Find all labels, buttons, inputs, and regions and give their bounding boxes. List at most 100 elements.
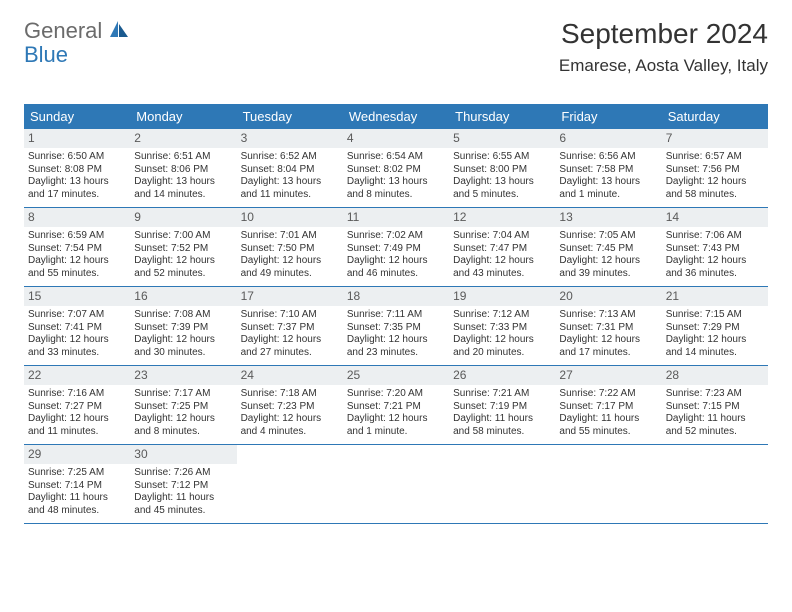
week-row: 1Sunrise: 6:50 AMSunset: 8:08 PMDaylight…	[24, 129, 768, 208]
sunrise-text: Sunrise: 7:16 AM	[28, 388, 126, 401]
daylight-text: Daylight: 12 hours	[347, 413, 445, 426]
daylight-text: and 14 minutes.	[134, 189, 232, 202]
day-number: 22	[24, 366, 130, 385]
daylight-text: and 49 minutes.	[241, 268, 339, 281]
day-body: Sunrise: 7:20 AMSunset: 7:21 PMDaylight:…	[343, 385, 449, 444]
day-body: Sunrise: 7:08 AMSunset: 7:39 PMDaylight:…	[130, 306, 236, 365]
day-body: Sunrise: 7:07 AMSunset: 7:41 PMDaylight:…	[24, 306, 130, 365]
daylight-text: and 58 minutes.	[453, 426, 551, 439]
day-cell: 1Sunrise: 6:50 AMSunset: 8:08 PMDaylight…	[24, 129, 130, 207]
sunrise-text: Sunrise: 7:07 AM	[28, 309, 126, 322]
day-body: Sunrise: 7:11 AMSunset: 7:35 PMDaylight:…	[343, 306, 449, 365]
daylight-text: and 30 minutes.	[134, 347, 232, 360]
day-cell: 28Sunrise: 7:23 AMSunset: 7:15 PMDayligh…	[662, 366, 768, 444]
day-body: Sunrise: 7:01 AMSunset: 7:50 PMDaylight:…	[237, 227, 343, 286]
day-number: 24	[237, 366, 343, 385]
daylight-text: and 8 minutes.	[347, 189, 445, 202]
day-cell: 3Sunrise: 6:52 AMSunset: 8:04 PMDaylight…	[237, 129, 343, 207]
weekday-header: Thursday	[449, 104, 555, 129]
day-cell: 26Sunrise: 7:21 AMSunset: 7:19 PMDayligh…	[449, 366, 555, 444]
day-body: Sunrise: 7:13 AMSunset: 7:31 PMDaylight:…	[555, 306, 661, 365]
day-body: Sunrise: 7:16 AMSunset: 7:27 PMDaylight:…	[24, 385, 130, 444]
day-body: Sunrise: 6:56 AMSunset: 7:58 PMDaylight:…	[555, 148, 661, 207]
day-cell: 5Sunrise: 6:55 AMSunset: 8:00 PMDaylight…	[449, 129, 555, 207]
sunrise-text: Sunrise: 6:52 AM	[241, 151, 339, 164]
day-number: 10	[237, 208, 343, 227]
day-number: 8	[24, 208, 130, 227]
sunset-text: Sunset: 7:25 PM	[134, 401, 232, 414]
day-number: 20	[555, 287, 661, 306]
day-cell: 19Sunrise: 7:12 AMSunset: 7:33 PMDayligh…	[449, 287, 555, 365]
sunrise-text: Sunrise: 7:18 AM	[241, 388, 339, 401]
week-row: 15Sunrise: 7:07 AMSunset: 7:41 PMDayligh…	[24, 287, 768, 366]
daylight-text: and 11 minutes.	[241, 189, 339, 202]
day-number: 28	[662, 366, 768, 385]
sunset-text: Sunset: 7:17 PM	[559, 401, 657, 414]
daylight-text: Daylight: 12 hours	[453, 255, 551, 268]
week-row: 22Sunrise: 7:16 AMSunset: 7:27 PMDayligh…	[24, 366, 768, 445]
day-cell: 14Sunrise: 7:06 AMSunset: 7:43 PMDayligh…	[662, 208, 768, 286]
day-number: 4	[343, 129, 449, 148]
day-cell: 2Sunrise: 6:51 AMSunset: 8:06 PMDaylight…	[130, 129, 236, 207]
daylight-text: Daylight: 12 hours	[241, 334, 339, 347]
day-cell: 17Sunrise: 7:10 AMSunset: 7:37 PMDayligh…	[237, 287, 343, 365]
day-body: Sunrise: 7:17 AMSunset: 7:25 PMDaylight:…	[130, 385, 236, 444]
day-body: Sunrise: 6:50 AMSunset: 8:08 PMDaylight:…	[24, 148, 130, 207]
daylight-text: and 20 minutes.	[453, 347, 551, 360]
sunset-text: Sunset: 7:14 PM	[28, 480, 126, 493]
sunset-text: Sunset: 7:31 PM	[559, 322, 657, 335]
sunset-text: Sunset: 7:47 PM	[453, 243, 551, 256]
day-body: Sunrise: 6:57 AMSunset: 7:56 PMDaylight:…	[662, 148, 768, 207]
daylight-text: and 4 minutes.	[241, 426, 339, 439]
daylight-text: Daylight: 12 hours	[559, 255, 657, 268]
day-number: 1	[24, 129, 130, 148]
sunrise-text: Sunrise: 7:05 AM	[559, 230, 657, 243]
day-cell	[449, 445, 555, 523]
calendar: SundayMondayTuesdayWednesdayThursdayFrid…	[24, 104, 768, 524]
daylight-text: Daylight: 11 hours	[559, 413, 657, 426]
daylight-text: Daylight: 13 hours	[453, 176, 551, 189]
day-number: 25	[343, 366, 449, 385]
logo-text-blue: Blue	[24, 42, 68, 67]
sunrise-text: Sunrise: 7:26 AM	[134, 467, 232, 480]
day-cell	[343, 445, 449, 523]
day-body: Sunrise: 7:21 AMSunset: 7:19 PMDaylight:…	[449, 385, 555, 444]
sunrise-text: Sunrise: 7:01 AM	[241, 230, 339, 243]
day-cell: 8Sunrise: 6:59 AMSunset: 7:54 PMDaylight…	[24, 208, 130, 286]
sunset-text: Sunset: 7:15 PM	[666, 401, 764, 414]
sunrise-text: Sunrise: 7:20 AM	[347, 388, 445, 401]
day-number: 19	[449, 287, 555, 306]
daylight-text: Daylight: 12 hours	[134, 255, 232, 268]
daylight-text: Daylight: 12 hours	[28, 413, 126, 426]
day-body: Sunrise: 7:25 AMSunset: 7:14 PMDaylight:…	[24, 464, 130, 523]
day-number: 5	[449, 129, 555, 148]
sunrise-text: Sunrise: 7:11 AM	[347, 309, 445, 322]
daylight-text: and 36 minutes.	[666, 268, 764, 281]
day-cell	[555, 445, 661, 523]
daylight-text: and 27 minutes.	[241, 347, 339, 360]
day-cell: 16Sunrise: 7:08 AMSunset: 7:39 PMDayligh…	[130, 287, 236, 365]
daylight-text: Daylight: 11 hours	[666, 413, 764, 426]
sunset-text: Sunset: 7:21 PM	[347, 401, 445, 414]
daylight-text: and 14 minutes.	[666, 347, 764, 360]
sunset-text: Sunset: 7:52 PM	[134, 243, 232, 256]
sunset-text: Sunset: 7:19 PM	[453, 401, 551, 414]
day-body: Sunrise: 7:06 AMSunset: 7:43 PMDaylight:…	[662, 227, 768, 286]
weekday-header-row: SundayMondayTuesdayWednesdayThursdayFrid…	[24, 104, 768, 129]
day-cell: 24Sunrise: 7:18 AMSunset: 7:23 PMDayligh…	[237, 366, 343, 444]
week-row: 29Sunrise: 7:25 AMSunset: 7:14 PMDayligh…	[24, 445, 768, 524]
sunset-text: Sunset: 7:23 PM	[241, 401, 339, 414]
daylight-text: Daylight: 12 hours	[453, 334, 551, 347]
day-body: Sunrise: 7:23 AMSunset: 7:15 PMDaylight:…	[662, 385, 768, 444]
day-number: 29	[24, 445, 130, 464]
day-cell	[237, 445, 343, 523]
day-number: 3	[237, 129, 343, 148]
day-number: 14	[662, 208, 768, 227]
daylight-text: Daylight: 13 hours	[134, 176, 232, 189]
day-body: Sunrise: 7:10 AMSunset: 7:37 PMDaylight:…	[237, 306, 343, 365]
sunrise-text: Sunrise: 6:57 AM	[666, 151, 764, 164]
day-body: Sunrise: 6:51 AMSunset: 8:06 PMDaylight:…	[130, 148, 236, 207]
day-number: 2	[130, 129, 236, 148]
day-number: 16	[130, 287, 236, 306]
sunset-text: Sunset: 7:27 PM	[28, 401, 126, 414]
